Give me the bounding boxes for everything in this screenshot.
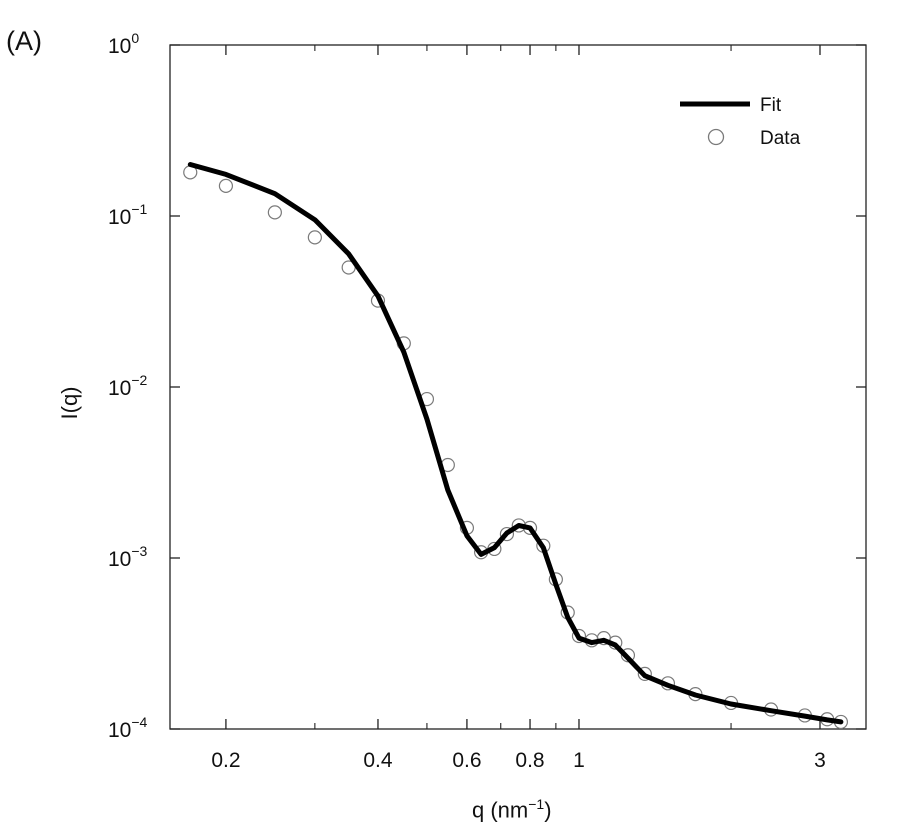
- y-tick-label-base: 10: [108, 377, 131, 400]
- x-tick-label: 1: [573, 749, 585, 772]
- x-tick-label: 0.4: [363, 749, 393, 772]
- y-tick-label: 10−4: [108, 714, 148, 742]
- y-tick-label-base: 10: [108, 719, 131, 742]
- data-point: [620, 648, 636, 663]
- y-tick-label: 10−1: [108, 201, 148, 229]
- data-point: [267, 205, 282, 220]
- y-tick-label-base: 10: [108, 206, 131, 229]
- data-layer: [183, 162, 849, 730]
- y-tick-label-base: 10: [108, 35, 131, 58]
- data-point: [218, 178, 234, 193]
- x-axis-label-exponent: −1: [528, 796, 545, 812]
- legend-fit-label: Fit: [760, 95, 782, 116]
- data-point: [499, 526, 515, 542]
- data-point: [307, 230, 322, 245]
- y-tick-label-exponent: −4: [131, 714, 147, 730]
- y-tick-label: 10−2: [108, 372, 148, 400]
- y-tick-label-exponent: −1: [131, 201, 147, 217]
- y-tick-label: 100: [108, 30, 139, 58]
- x-axis-label: q (nm−1): [472, 796, 552, 823]
- y-tick-label-base: 10: [108, 548, 131, 571]
- y-tick-label: 10−3: [108, 543, 148, 571]
- data-point: [637, 666, 652, 682]
- legend-data-swatch: [707, 128, 725, 146]
- x-tick-label: 0.2: [211, 749, 240, 772]
- x-tick-label: 3: [814, 749, 826, 772]
- y-tick-label-exponent: −3: [131, 543, 147, 559]
- legend-data-label: Data: [760, 128, 801, 149]
- data-point: [571, 628, 587, 644]
- legend: Fit Data: [680, 95, 801, 149]
- fit-line: [187, 162, 844, 725]
- panel-label: (A): [6, 26, 42, 56]
- x-tick-label: 0.8: [515, 749, 544, 772]
- y-tick-label-exponent: 0: [131, 30, 139, 46]
- x-axis-label-close: ): [544, 797, 552, 823]
- x-tick-label: 0.6: [452, 749, 481, 772]
- y-tick-label-exponent: −2: [131, 372, 147, 388]
- x-axis-label-text: q (nm: [472, 797, 529, 823]
